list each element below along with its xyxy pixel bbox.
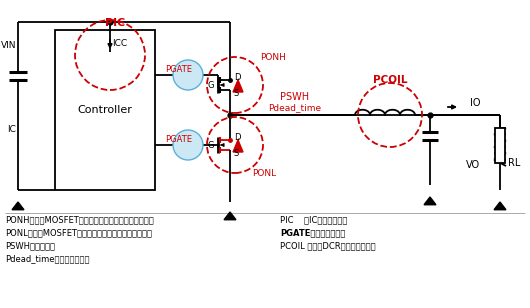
Text: PCOIL ：电感DCR带来的传导损耗: PCOIL ：电感DCR带来的传导损耗 xyxy=(280,241,376,250)
Text: Controller: Controller xyxy=(77,105,132,115)
Polygon shape xyxy=(494,202,506,210)
Text: IO: IO xyxy=(470,98,481,108)
Text: Pdead_time：死区时间损耗: Pdead_time：死区时间损耗 xyxy=(5,254,90,264)
Text: G: G xyxy=(208,80,214,90)
Text: S: S xyxy=(234,148,239,157)
Circle shape xyxy=(173,130,203,160)
Text: IC: IC xyxy=(7,125,16,135)
Text: D: D xyxy=(234,72,241,82)
Polygon shape xyxy=(233,140,243,152)
Text: VO: VO xyxy=(466,160,480,170)
Text: PONH: PONH xyxy=(260,52,286,62)
Text: VIN: VIN xyxy=(1,40,16,50)
Polygon shape xyxy=(424,197,436,205)
Circle shape xyxy=(173,60,203,90)
Text: S: S xyxy=(234,88,239,98)
Text: PONL：低边MOSFET导通时的导通电阻带来的传导损耗: PONL：低边MOSFET导通时的导通电阻带来的传导损耗 xyxy=(5,229,152,237)
Text: RL: RL xyxy=(508,158,520,168)
Text: D: D xyxy=(234,132,241,141)
Polygon shape xyxy=(233,80,243,92)
Text: G: G xyxy=(208,140,214,149)
Polygon shape xyxy=(224,212,236,220)
Polygon shape xyxy=(12,202,24,210)
Text: PSWH: PSWH xyxy=(280,92,310,102)
Text: ICC: ICC xyxy=(112,38,127,47)
Bar xyxy=(55,30,155,190)
Text: PCOIL: PCOIL xyxy=(373,75,407,85)
Text: PIC: PIC xyxy=(105,18,125,28)
Text: PGATE: PGATE xyxy=(165,66,192,75)
Text: PIC    ：IC自身功率损耗: PIC ：IC自身功率损耗 xyxy=(280,216,347,225)
Text: PGATE: PGATE xyxy=(165,136,192,144)
Text: PONH：高边MOSFET导通时的导通电阻带来的传导损耗: PONH：高边MOSFET导通时的导通电阻带来的传导损耗 xyxy=(5,216,154,225)
Text: PSWH：开关损耗: PSWH：开关损耗 xyxy=(5,241,55,250)
Text: PONL: PONL xyxy=(252,168,276,177)
Text: Pdead_time: Pdead_time xyxy=(268,103,322,112)
Text: PGATE：栅极电荷损耗: PGATE：栅极电荷损耗 xyxy=(280,229,346,237)
Bar xyxy=(495,128,505,163)
